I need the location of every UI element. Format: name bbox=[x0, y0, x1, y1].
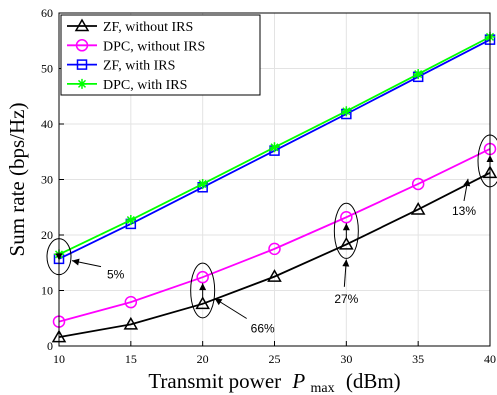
x-tick-label: 25 bbox=[269, 352, 281, 366]
square-marker-shape bbox=[76, 59, 88, 70]
circle-marker-shape bbox=[411, 177, 425, 191]
triangle-marker-shape bbox=[74, 18, 90, 32]
data-point bbox=[413, 69, 424, 80]
y-tick-label: 20 bbox=[41, 228, 53, 242]
circle-marker-shape bbox=[124, 295, 138, 309]
triangle-marker-shape bbox=[410, 201, 426, 215]
legend-label: ZF, with IRS bbox=[103, 59, 175, 74]
star-marker-shape bbox=[125, 215, 136, 226]
legend-entry: ZF, with IRS bbox=[67, 59, 175, 74]
annotation-13%: 13% bbox=[452, 134, 497, 218]
star-marker-shape bbox=[413, 69, 424, 80]
legend-marker bbox=[76, 59, 88, 70]
circle-marker-shape bbox=[196, 270, 209, 284]
annotation-layer: 5% 66% 27% 13% bbox=[46, 134, 497, 336]
x-axis-label-subscript: max bbox=[310, 381, 334, 395]
data-point bbox=[197, 178, 208, 189]
data-point bbox=[196, 270, 209, 284]
x-tick-label: 40 bbox=[484, 352, 496, 366]
annotation-label: 66% bbox=[251, 322, 275, 336]
legend-entry: ZF, without IRS bbox=[67, 18, 193, 35]
circle-marker-shape bbox=[268, 242, 281, 256]
legend-entry: DPC, with IRS bbox=[67, 78, 187, 93]
y-tick-label: 10 bbox=[41, 284, 53, 298]
triangle-marker-shape bbox=[339, 236, 354, 250]
star-marker-shape bbox=[269, 142, 280, 153]
y-tick-label: 50 bbox=[41, 62, 53, 76]
legend-label: DPC, with IRS bbox=[103, 78, 187, 93]
data-point bbox=[125, 215, 136, 226]
annotation-66%: 66% bbox=[190, 262, 275, 336]
x-axis-label-symbol: P bbox=[291, 369, 305, 393]
data-point bbox=[124, 295, 138, 309]
arrow-head bbox=[463, 178, 471, 187]
annotation-ellipse bbox=[333, 202, 359, 259]
data-point bbox=[267, 269, 282, 282]
circle-marker-shape bbox=[75, 39, 89, 52]
arrow-head bbox=[342, 259, 350, 267]
legend-marker bbox=[77, 78, 87, 89]
legend: ZF, without IRS DPC, without IRS ZF, with … bbox=[60, 14, 261, 96]
arrow-head bbox=[214, 298, 223, 306]
triangle-marker-shape bbox=[267, 269, 282, 282]
triangle-marker-shape bbox=[123, 316, 139, 330]
legend-label: ZF, without IRS bbox=[103, 20, 193, 35]
x-tick-label: 10 bbox=[53, 352, 65, 366]
data-point bbox=[341, 106, 352, 117]
annotation-27%: 27% bbox=[333, 202, 359, 306]
annotation-ellipse bbox=[190, 262, 216, 319]
arrow-head bbox=[72, 258, 80, 266]
legend-entry: DPC, without IRS bbox=[67, 39, 205, 54]
star-marker-shape bbox=[77, 78, 87, 89]
legend-label: DPC, without IRS bbox=[103, 39, 205, 54]
x-tick-label: 30 bbox=[340, 352, 352, 366]
y-tick-label: 30 bbox=[41, 173, 53, 187]
data-point bbox=[340, 210, 353, 224]
x-axis-label: Transmit power P max (dBm) bbox=[148, 369, 400, 395]
annotation-label: 5% bbox=[107, 268, 125, 282]
data-point bbox=[339, 236, 354, 250]
y-axis-label: Sum rate (bps/Hz) bbox=[5, 103, 29, 257]
x-tick-label: 15 bbox=[125, 352, 137, 366]
y-tick-label: 0 bbox=[47, 339, 53, 353]
arrow-head bbox=[342, 223, 350, 231]
legend-marker bbox=[75, 39, 89, 52]
x-tick-label: 35 bbox=[412, 352, 424, 366]
triangle-marker-shape bbox=[195, 296, 210, 310]
legend-marker bbox=[74, 18, 90, 32]
data-point bbox=[268, 242, 281, 256]
data-point bbox=[269, 142, 280, 153]
data-point bbox=[411, 177, 425, 191]
arrow-head bbox=[199, 283, 207, 291]
star-marker-shape bbox=[197, 178, 208, 189]
x-axis-label-unit: (dBm) bbox=[346, 369, 401, 393]
x-tick-label: 20 bbox=[197, 352, 209, 366]
legend-box bbox=[60, 14, 261, 96]
data-point bbox=[195, 296, 210, 310]
series-line bbox=[58, 172, 491, 339]
circle-marker-shape bbox=[340, 210, 353, 224]
data-point bbox=[410, 201, 426, 215]
series-line bbox=[58, 148, 491, 323]
annotation-label: 27% bbox=[334, 292, 358, 306]
x-axis-label-text: Transmit power bbox=[148, 369, 281, 393]
annotation-label: 13% bbox=[452, 204, 476, 218]
data-point bbox=[123, 316, 139, 330]
star-marker-shape bbox=[341, 106, 352, 117]
y-tick-label: 60 bbox=[41, 6, 53, 20]
series-1 bbox=[52, 142, 497, 328]
series-layer bbox=[51, 31, 497, 343]
y-tick-label: 40 bbox=[41, 117, 53, 131]
